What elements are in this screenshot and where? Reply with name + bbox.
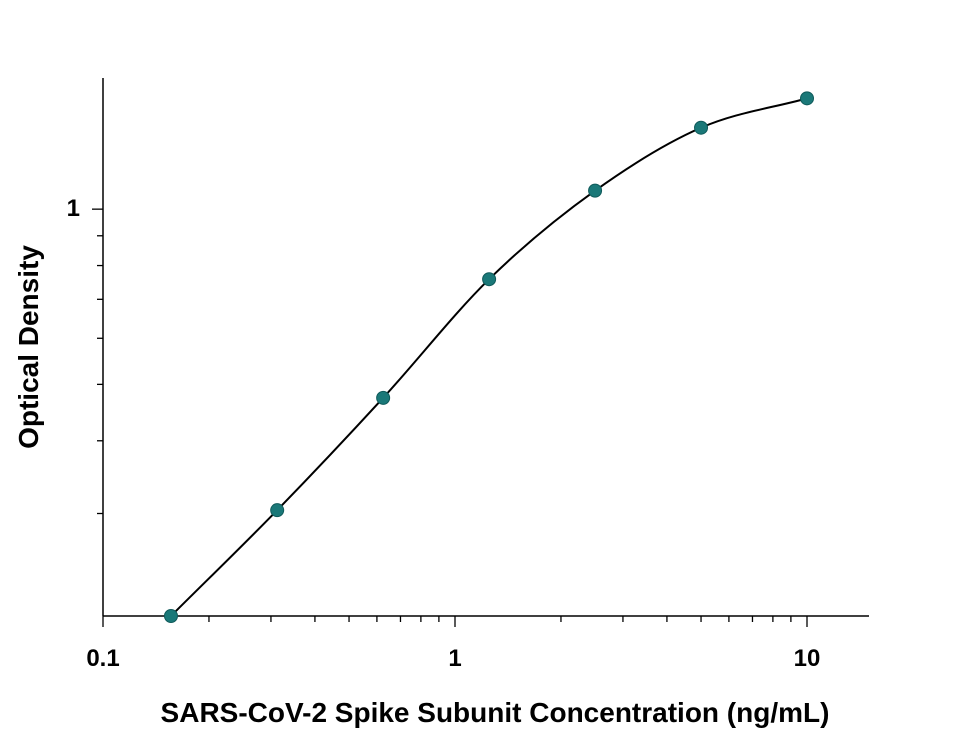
data-point — [588, 183, 603, 198]
x-axis-ticks — [102, 616, 808, 627]
y-tick-label: 1 — [67, 195, 80, 222]
fit-curve-line — [170, 97, 808, 617]
y-axis-ticks — [92, 208, 103, 515]
axes — [102, 78, 869, 617]
data-point — [482, 272, 497, 287]
data-point — [800, 91, 814, 106]
x-tick-label: 1 — [448, 645, 461, 672]
data-points — [163, 91, 814, 623]
y-axis-title: Optical Density — [13, 245, 44, 449]
x-tick-label: 10 — [794, 645, 821, 672]
x-tick-label: 0.1 — [86, 645, 119, 672]
y-axis-tick-labels: 1 — [67, 195, 80, 222]
data-point — [270, 503, 285, 518]
data-point — [163, 609, 178, 623]
x-axis-tick-labels: 0.1 1 10 — [86, 645, 820, 672]
data-point — [376, 390, 391, 405]
data-point — [694, 120, 709, 135]
x-axis-title: SARS-CoV-2 Spike Subunit Concentration (… — [161, 697, 830, 728]
